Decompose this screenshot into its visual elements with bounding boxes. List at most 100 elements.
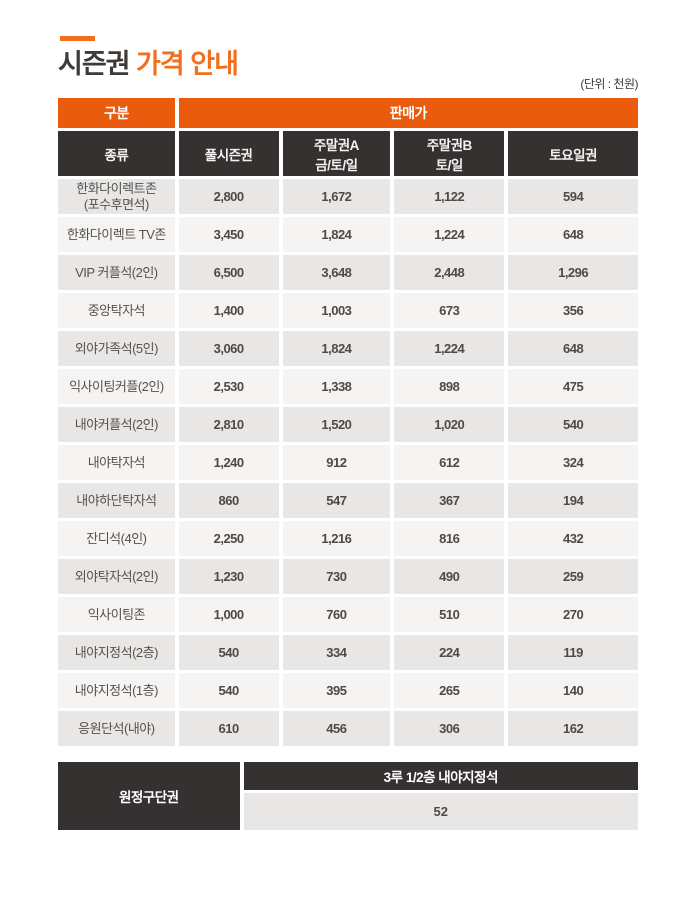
price-table-row: 응원단석(내야) 610 456 306 162 bbox=[58, 711, 638, 747]
column-sublabel: 금/토/일 bbox=[315, 157, 358, 173]
seat-name-cell: 익사이팅존 bbox=[58, 597, 175, 633]
weekend-a-price-cell: 3,648 bbox=[282, 255, 391, 291]
weekend-b-price-cell: 490 bbox=[394, 559, 505, 595]
seat-name: 익사이팅커플(2인) bbox=[69, 378, 164, 394]
saturday-price-cell: 594 bbox=[508, 179, 638, 215]
seat-name-cell: 응원단석(내야) bbox=[58, 711, 175, 747]
weekend-b-price-cell: 673 bbox=[394, 293, 505, 329]
column-label: 주말권A bbox=[313, 137, 360, 153]
full-season-price-cell: 2,530 bbox=[178, 369, 279, 405]
seat-name-cell: 외야가족석(5인) bbox=[58, 331, 175, 367]
column-header-saturday: 토요일권 bbox=[508, 131, 638, 177]
price-table-head: 구분 판매가 종류 풀시즌권 주말권A 금/토/일 주말권B 토/ bbox=[58, 98, 638, 177]
full-season-price-cell: 610 bbox=[178, 711, 279, 747]
saturday-price-cell: 140 bbox=[508, 673, 638, 709]
column-label: 종류 bbox=[104, 147, 129, 163]
seat-name: 잔디석(4인) bbox=[86, 530, 147, 546]
weekend-a-price-cell: 730 bbox=[282, 559, 391, 595]
saturday-price-cell: 162 bbox=[508, 711, 638, 747]
price-table-row: 내야커플석(2인) 2,810 1,520 1,020 540 bbox=[58, 407, 638, 443]
price-table-row: 한화다이렉트존 (포수후면석) 2,800 1,672 1,122 594 bbox=[58, 179, 638, 215]
seat-name-cell: 내야지정석(1층) bbox=[58, 673, 175, 709]
weekend-b-price-cell: 224 bbox=[394, 635, 505, 671]
full-season-price-cell: 2,800 bbox=[178, 179, 279, 215]
full-season-price-cell: 540 bbox=[178, 673, 279, 709]
column-header-seat-type: 종류 bbox=[58, 131, 175, 177]
seat-name-cell: 한화다이렉트 TV존 bbox=[58, 217, 175, 253]
column-label: 주말권B bbox=[426, 137, 473, 153]
weekend-b-price-cell: 612 bbox=[394, 445, 505, 481]
full-season-price-cell: 6,500 bbox=[178, 255, 279, 291]
away-team-ticket-section: 원정구단권 3루 1/2층 내야지정석 52 bbox=[58, 762, 638, 831]
saturday-price-cell: 432 bbox=[508, 521, 638, 557]
full-season-price-cell: 3,450 bbox=[178, 217, 279, 253]
away-ticket-label: 원정구단권 bbox=[58, 762, 240, 831]
saturday-price-cell: 270 bbox=[508, 597, 638, 633]
full-season-price-cell: 1,230 bbox=[178, 559, 279, 595]
header-category: 구분 bbox=[58, 98, 175, 129]
weekend-b-price-cell: 367 bbox=[394, 483, 505, 519]
weekend-a-price-cell: 1,824 bbox=[282, 331, 391, 367]
weekend-a-price-cell: 1,216 bbox=[282, 521, 391, 557]
seat-name: VIP 커플석(2인) bbox=[75, 264, 158, 280]
weekend-a-price-cell: 395 bbox=[282, 673, 391, 709]
full-season-price-cell: 1,000 bbox=[178, 597, 279, 633]
seat-name: 외야가족석(5인) bbox=[74, 340, 159, 356]
column-header-weekend-b: 주말권B 토/일 bbox=[394, 131, 505, 177]
seat-name-cell: 외야탁자석(2인) bbox=[58, 559, 175, 595]
price-table-row: 중앙탁자석 1,400 1,003 673 356 bbox=[58, 293, 638, 329]
saturday-price-cell: 324 bbox=[508, 445, 638, 481]
seat-name: 내야탁자석 bbox=[87, 454, 146, 470]
seat-name: 내야하단탁자석 bbox=[76, 492, 157, 508]
price-table-row: 내야지정석(1층) 540 395 265 140 bbox=[58, 673, 638, 709]
seat-name: 내야커플석(2인) bbox=[74, 416, 159, 432]
saturday-price-cell: 648 bbox=[508, 331, 638, 367]
price-table-row: 내야지정석(2층) 540 334 224 119 bbox=[58, 635, 638, 671]
saturday-price-cell: 194 bbox=[508, 483, 638, 519]
seat-name-cell: VIP 커플석(2인) bbox=[58, 255, 175, 291]
column-header-row: 종류 풀시즌권 주말권A 금/토/일 주말권B 토/일 토요일권 bbox=[58, 131, 638, 177]
seat-name: 내야지정석(2층) bbox=[74, 644, 159, 660]
price-table-row: 내야하단탁자석 860 547 367 194 bbox=[58, 483, 638, 519]
weekend-b-price-cell: 1,122 bbox=[394, 179, 505, 215]
full-season-price-cell: 1,240 bbox=[178, 445, 279, 481]
price-table-row: 익사이팅존 1,000 760 510 270 bbox=[58, 597, 638, 633]
column-header-weekend-a: 주말권A 금/토/일 bbox=[282, 131, 391, 177]
header-sale-price: 판매가 bbox=[178, 98, 638, 129]
price-table-row: 내야탁자석 1,240 912 612 324 bbox=[58, 445, 638, 481]
full-season-price-cell: 540 bbox=[178, 635, 279, 671]
seat-name-cell: 익사이팅커플(2인) bbox=[58, 369, 175, 405]
seat-name-cell: 잔디석(4인) bbox=[58, 521, 175, 557]
full-season-price-cell: 2,810 bbox=[178, 407, 279, 443]
seat-name-second-line: (포수후면석) bbox=[83, 196, 149, 212]
price-table-row: 한화다이렉트 TV존 3,450 1,824 1,224 648 bbox=[58, 217, 638, 253]
seat-name-cell: 내야하단탁자석 bbox=[58, 483, 175, 519]
weekend-b-price-cell: 816 bbox=[394, 521, 505, 557]
weekend-b-price-cell: 306 bbox=[394, 711, 505, 747]
saturday-price-cell: 475 bbox=[508, 369, 638, 405]
weekend-a-price-cell: 1,824 bbox=[282, 217, 391, 253]
seat-name: 익사이팅존 bbox=[87, 606, 146, 622]
seat-name: 한화다이렉트존 bbox=[76, 180, 157, 196]
weekend-a-price-cell: 1,520 bbox=[282, 407, 391, 443]
column-label: 풀시즌권 bbox=[204, 147, 253, 163]
weekend-a-price-cell: 912 bbox=[282, 445, 391, 481]
price-table: 구분 판매가 종류 풀시즌권 주말권A 금/토/일 주말권B 토/ bbox=[54, 95, 642, 749]
seat-name-cell: 내야탁자석 bbox=[58, 445, 175, 481]
full-season-price-cell: 3,060 bbox=[178, 331, 279, 367]
seat-name: 외야탁자석(2인) bbox=[74, 568, 159, 584]
unit-note: (단위 : 천원) bbox=[580, 77, 638, 92]
weekend-b-price-cell: 898 bbox=[394, 369, 505, 405]
weekend-a-price-cell: 1,672 bbox=[282, 179, 391, 215]
weekend-a-price-cell: 547 bbox=[282, 483, 391, 519]
weekend-b-price-cell: 1,224 bbox=[394, 331, 505, 367]
seat-name-cell: 중앙탁자석 bbox=[58, 293, 175, 329]
page-title-dark-part: 시즌권 bbox=[58, 49, 131, 79]
weekend-a-price-cell: 456 bbox=[282, 711, 391, 747]
price-table-row: 잔디석(4인) 2,250 1,216 816 432 bbox=[58, 521, 638, 557]
full-season-price-cell: 1,400 bbox=[178, 293, 279, 329]
seat-name-cell: 내야지정석(2층) bbox=[58, 635, 175, 671]
title-row: 시즌권 가격 안내 (단위 : 천원) bbox=[58, 41, 638, 91]
price-table-body: 한화다이렉트존 (포수후면석) 2,800 1,672 1,122 594 한화… bbox=[58, 179, 638, 747]
weekend-b-price-cell: 1,020 bbox=[394, 407, 505, 443]
